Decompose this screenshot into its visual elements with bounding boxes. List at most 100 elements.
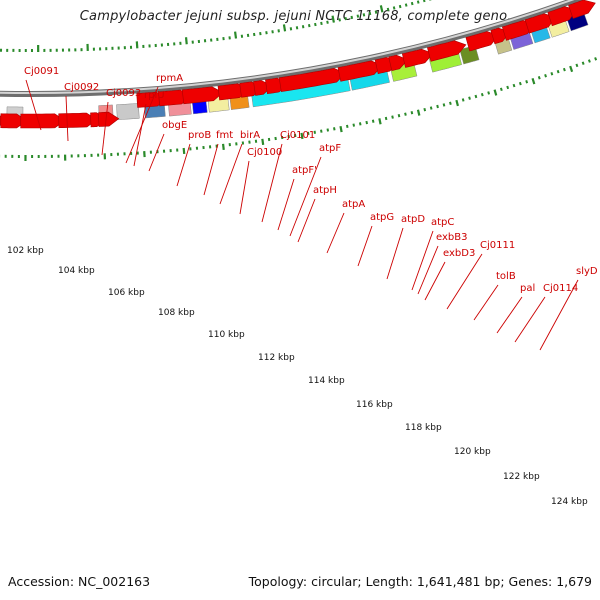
gene-label: exbD3 [443, 248, 475, 259]
scale-label: 114 kbp [308, 376, 345, 386]
tick-mark [371, 119, 375, 123]
tick-mark [525, 79, 529, 84]
tick-mark [301, 25, 305, 29]
gene-arrow [427, 40, 467, 62]
tick-mark [455, 99, 459, 107]
tick-mark [562, 67, 566, 72]
gene-label-leader [239, 160, 250, 215]
gene-arrow [401, 48, 434, 68]
tick-mark [518, 81, 522, 86]
tick-mark [313, 130, 317, 134]
tick-mark [378, 118, 382, 125]
tick-mark [346, 124, 349, 129]
tick-mark [379, 5, 384, 13]
gene-label-leader [261, 143, 283, 223]
tick-mark [221, 143, 225, 150]
gene-label: birA [240, 130, 260, 141]
gene-label-leader [496, 296, 523, 334]
tick-mark [391, 115, 394, 119]
gene-label-leader [424, 261, 446, 301]
tick-mark [587, 59, 591, 63]
tick-mark [416, 109, 421, 116]
tick-mark [233, 31, 238, 39]
gene-arrow [568, 0, 596, 19]
tick-mark [356, 14, 360, 18]
gene-label: proB [188, 130, 211, 141]
tick-mark [331, 15, 335, 23]
tick-mark [544, 74, 547, 78]
backbone-highlight [0, 0, 575, 94]
gene-label: atpC [431, 217, 454, 228]
gene-label: rpmA [156, 73, 183, 84]
tick-mark [392, 6, 396, 10]
gene-label: rplU [144, 90, 165, 101]
tick-mark [461, 98, 465, 102]
scale-label: 112 kbp [258, 353, 295, 363]
tick-mark [487, 91, 491, 95]
gene-label-leaders [25, 79, 579, 351]
tick-mark [326, 128, 330, 132]
genome-backbone [0, 0, 584, 97]
gene-label-leader [25, 79, 42, 131]
scale-label: 106 kbp [108, 288, 145, 298]
gene-label-leader [277, 178, 295, 231]
tick-mark [295, 26, 299, 30]
tick-mark [581, 61, 585, 65]
tick-mark [537, 76, 541, 80]
tick-mark [404, 112, 407, 116]
scale-label: 108 kbp [158, 308, 195, 318]
tick-mark [569, 65, 574, 73]
tick-mark [261, 138, 265, 145]
tick-mark [493, 89, 498, 96]
tick-mark [423, 0, 426, 3]
tick-mark [397, 113, 401, 118]
tick-mark [374, 10, 378, 14]
genome-summary-text: Topology: circular; Length: 1,641,481 bp… [248, 574, 592, 589]
accession-text: Accession: NC_002163 [8, 574, 151, 589]
gene-label-leader [176, 143, 191, 187]
tick-mark [368, 11, 372, 16]
tick-mark [386, 7, 390, 12]
gene-label: atpH [313, 185, 337, 196]
gene-label: Cj0111 [480, 240, 515, 251]
tick-mark [410, 1, 414, 6]
tick-mark [404, 3, 408, 7]
gene-label-leader [101, 101, 109, 156]
tick-mark [594, 57, 598, 61]
tick-mark [339, 125, 343, 133]
tick-mark [423, 107, 427, 112]
gene-label: atpA [342, 199, 365, 210]
tick-mark [449, 101, 452, 105]
gene-label-leader [386, 227, 404, 280]
tick-mark [512, 83, 516, 88]
gene-label-leader [219, 143, 243, 205]
gene-arrow [181, 86, 224, 105]
tick-mark [556, 69, 560, 74]
tick-mark [352, 123, 356, 127]
feature-track-genes [0, 0, 596, 129]
gene-label-leader [289, 156, 322, 237]
gene-label-leader [411, 230, 434, 291]
scale-label: 120 kbp [454, 447, 491, 457]
gene-label-leader [539, 279, 579, 351]
gene-arrow [388, 54, 409, 71]
gene-arrow [98, 111, 120, 127]
tick-mark [410, 111, 414, 115]
gene-label: Cj0101 [280, 130, 315, 141]
tick-mark [350, 15, 354, 20]
gene-label: slyD [576, 266, 598, 277]
gene-label: atpF [319, 143, 341, 154]
tick-mark [436, 104, 439, 109]
gene-label: obgE [162, 120, 187, 131]
scale-label: 102 kbp [7, 246, 44, 256]
gene-label: Cj0114 [543, 283, 578, 294]
tick-mark [384, 116, 388, 121]
scale-label: 104 kbp [58, 266, 95, 276]
tick-mark [506, 85, 510, 90]
gene-label-leader [326, 212, 345, 254]
tick-mark [300, 132, 304, 140]
tick-mark [320, 21, 323, 26]
gene-label: fmt [216, 130, 233, 141]
